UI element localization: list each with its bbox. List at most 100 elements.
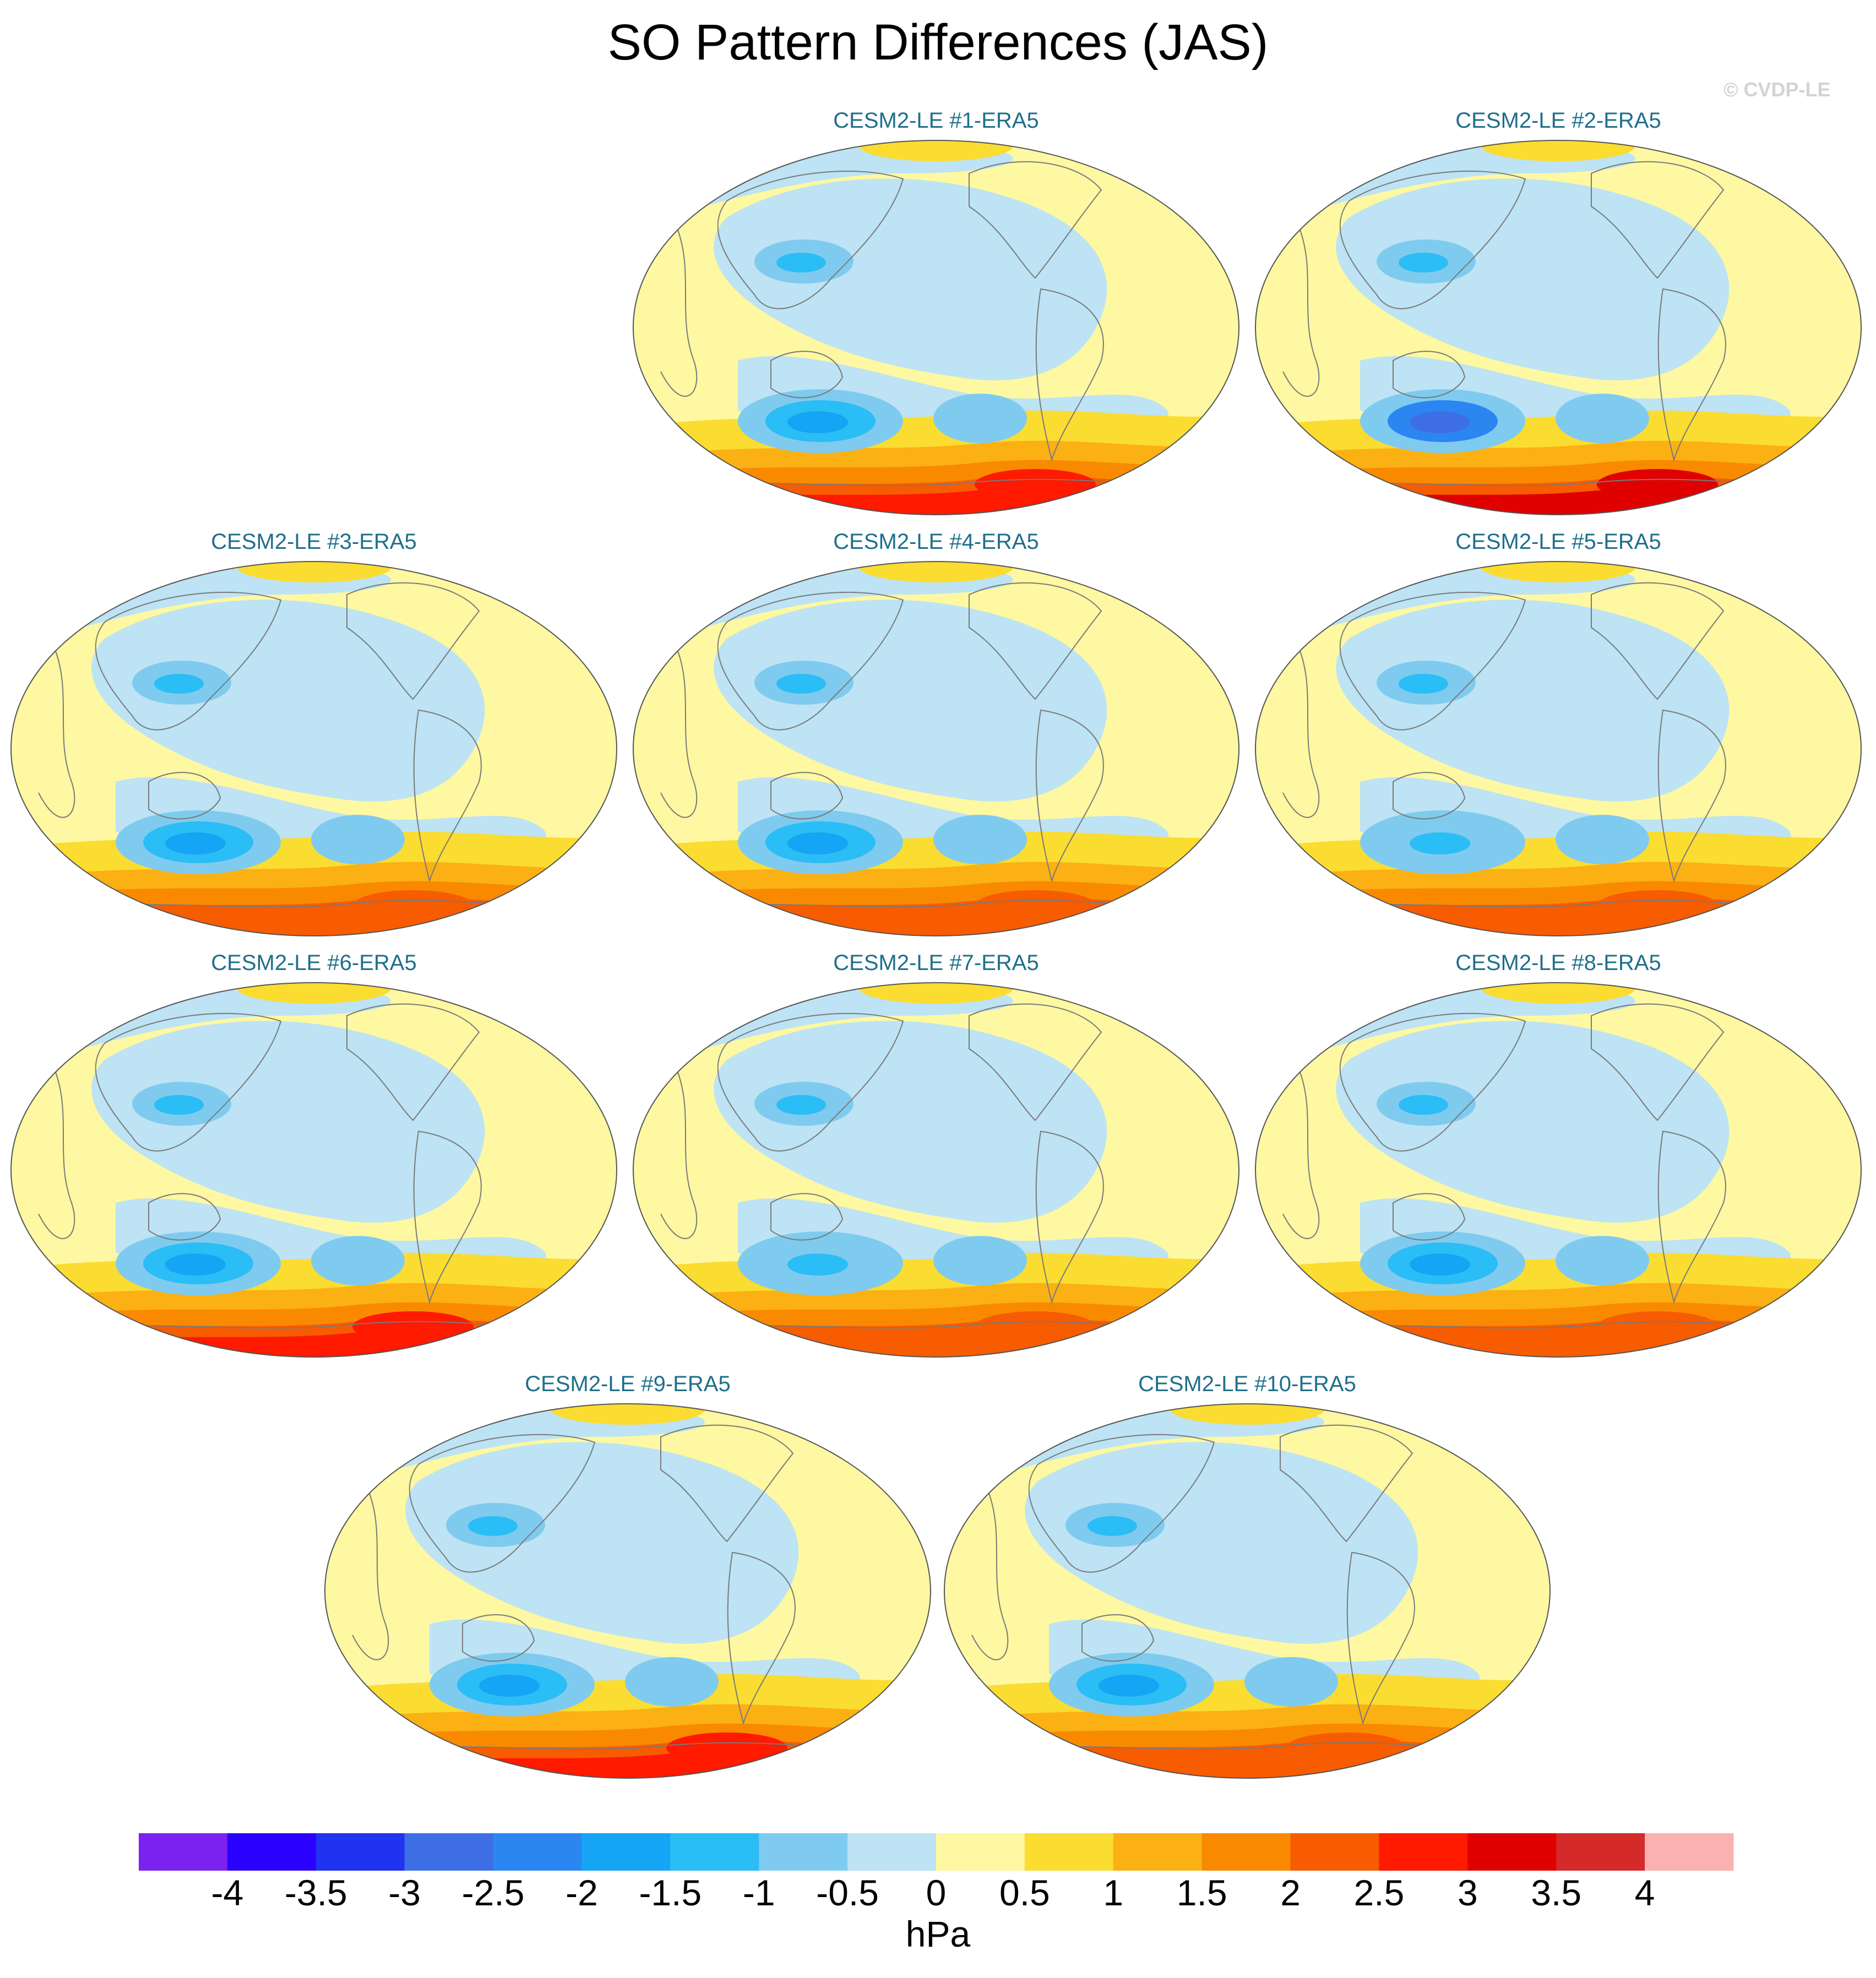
field-negative-region <box>1336 178 1730 380</box>
continent-outline-south-america <box>1035 709 1104 883</box>
field-negative-core <box>1410 1254 1470 1276</box>
continent-outline-africa <box>1282 1070 1320 1239</box>
map-border <box>633 140 1239 515</box>
field-negative-low <box>1556 815 1649 864</box>
continent-outline-australia <box>1393 772 1466 820</box>
continent-outline-asia <box>1028 1434 1215 1573</box>
field-positive-cap <box>237 562 391 582</box>
map-border <box>1255 982 1862 1358</box>
panel-title: CESM2-LE #2-ERA5 <box>1455 108 1661 133</box>
continent-outline-australia <box>462 1614 535 1662</box>
colorbar-swatch <box>1290 1833 1379 1871</box>
continent-outline-australia <box>148 772 221 820</box>
map-border <box>633 982 1239 1358</box>
field-negative-core <box>165 1254 226 1276</box>
colorbar-tick-label: -1.5 <box>639 1872 702 1913</box>
field-negative-core <box>1410 411 1470 433</box>
continent-outline-north-america <box>969 1003 1102 1121</box>
field-negative-low <box>311 1236 405 1285</box>
colorbar-swatch <box>493 1833 582 1871</box>
continent-outline-south-america <box>1035 1130 1104 1304</box>
field-positive-cap <box>859 983 1013 1004</box>
colorbar-tick-label: 1.5 <box>1176 1872 1227 1913</box>
colorbar-tick-label: -2 <box>565 1872 598 1913</box>
colorbar-swatch <box>1467 1833 1557 1871</box>
field-negative-core <box>776 1095 826 1115</box>
continent-outline-north-america <box>969 582 1102 700</box>
continent-outline-africa <box>971 1491 1009 1660</box>
figure-title: SO Pattern Differences (JAS) <box>607 14 1269 70</box>
panel-title: CESM2-LE #4-ERA5 <box>833 530 1039 554</box>
continent-outline-north-america <box>346 582 480 700</box>
colorbar-swatch <box>139 1833 228 1871</box>
colorbar-tick-label: 4 <box>1634 1872 1655 1913</box>
field-negative-low <box>933 1236 1027 1285</box>
colorbar-tick-label: -4 <box>211 1872 244 1913</box>
map-border <box>324 1403 931 1779</box>
field-positive-max <box>975 890 1096 921</box>
continent-outline-asia <box>95 1012 282 1152</box>
colorbar-tick-label: 3.5 <box>1531 1872 1582 1913</box>
colorbar-tick-label: 2 <box>1280 1872 1301 1913</box>
panel-title: CESM2-LE #10-ERA5 <box>1138 1372 1356 1396</box>
colorbar-tick-label: 3 <box>1457 1872 1478 1913</box>
continent-outline-africa <box>38 1070 75 1239</box>
continent-outline-north-america <box>1280 1424 1413 1543</box>
field-negative-region <box>91 1021 485 1223</box>
continent-outline-asia <box>1339 1012 1526 1152</box>
field-positive-max <box>1597 469 1718 500</box>
continent-outline-south-america <box>1346 1551 1415 1725</box>
continent-outline-north-america <box>1591 582 1725 700</box>
continent-outline-asia <box>1339 170 1526 309</box>
colorbar-swatch <box>670 1833 759 1871</box>
field-negative-low <box>625 1657 719 1707</box>
watermark: © CVDP-LE <box>1723 78 1831 101</box>
field-negative-core <box>468 1516 518 1536</box>
field-positive-max <box>975 1311 1096 1342</box>
colorbar-swatch <box>581 1833 671 1871</box>
colorbar-swatch <box>1379 1833 1468 1871</box>
field-positive-max <box>1286 1732 1407 1763</box>
panel-title: CESM2-LE #3-ERA5 <box>211 530 417 554</box>
field-negative-core <box>1099 1675 1159 1697</box>
continent-outline-australia <box>770 1193 844 1241</box>
field-positive-max <box>352 890 474 921</box>
field-negative-region <box>1025 1442 1418 1644</box>
colorbar-swatch <box>1645 1833 1734 1871</box>
field-positive-max <box>1597 1311 1718 1342</box>
panel-title: CESM2-LE #8-ERA5 <box>1455 951 1661 975</box>
map-border <box>10 982 617 1358</box>
colorbar-swatch <box>1556 1833 1645 1871</box>
field-negative-core <box>479 1675 540 1697</box>
continent-outline-south-america <box>1657 1130 1726 1304</box>
continent-outline-north-america <box>969 161 1102 279</box>
colorbar-swatch <box>847 1833 937 1871</box>
field-positive-max <box>666 1732 787 1763</box>
colorbar-units: hPa <box>905 1914 971 1954</box>
continent-outline-asia <box>717 170 904 309</box>
panel-title: CESM2-LE #9-ERA5 <box>525 1372 731 1396</box>
field-negative-core <box>1399 1095 1448 1115</box>
field-negative-core <box>787 1254 848 1276</box>
colorbar-tick-label: 0.5 <box>999 1872 1050 1913</box>
panel-title: CESM2-LE #6-ERA5 <box>211 951 417 975</box>
field-negative-low <box>311 815 405 864</box>
field-positive-cap <box>1481 562 1635 582</box>
colorbar-swatch <box>404 1833 494 1871</box>
continent-outline-asia <box>717 591 904 731</box>
map-border <box>10 561 617 936</box>
field-negative-core <box>154 1095 204 1115</box>
continent-outline-north-america <box>660 1424 794 1543</box>
field-negative-low <box>1556 394 1649 443</box>
map-panel-7 <box>633 983 1239 1357</box>
field-negative-core <box>787 832 848 854</box>
field-negative-region <box>405 1442 799 1644</box>
continent-outline-australia <box>148 1193 221 1241</box>
field-negative-core <box>787 411 848 433</box>
field-negative-core <box>776 253 826 273</box>
field-positive-cap <box>1170 1404 1324 1425</box>
continent-outline-asia <box>1339 591 1526 731</box>
colorbar-swatch <box>1024 1833 1114 1871</box>
